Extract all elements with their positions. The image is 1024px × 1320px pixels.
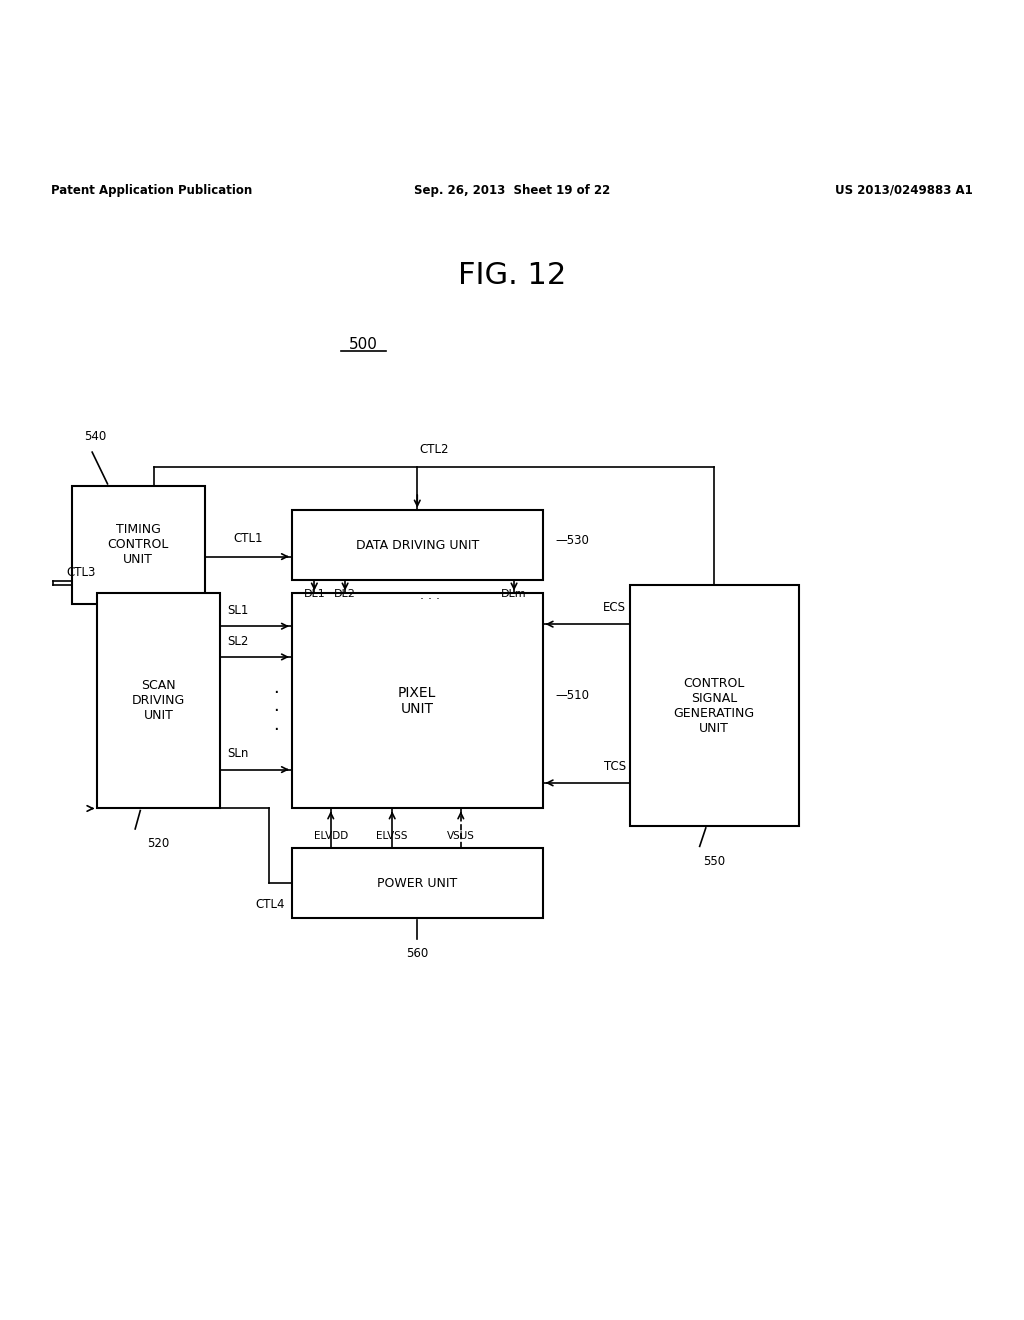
Text: SCAN
DRIVING
UNIT: SCAN DRIVING UNIT xyxy=(132,680,185,722)
Text: .: . xyxy=(273,678,280,697)
Text: ECS: ECS xyxy=(603,601,626,614)
Text: PIXEL
UNIT: PIXEL UNIT xyxy=(398,686,436,715)
Text: DATA DRIVING UNIT: DATA DRIVING UNIT xyxy=(355,539,479,552)
Text: CTL2: CTL2 xyxy=(420,444,449,457)
Text: .: . xyxy=(273,697,280,715)
Text: DLm: DLm xyxy=(501,589,527,599)
Text: POWER UNIT: POWER UNIT xyxy=(377,876,458,890)
Text: US 2013/0249883 A1: US 2013/0249883 A1 xyxy=(835,183,973,197)
Text: TIMING
CONTROL
UNIT: TIMING CONTROL UNIT xyxy=(108,523,169,566)
Text: —510: —510 xyxy=(555,689,589,702)
Text: CTL3: CTL3 xyxy=(67,566,96,579)
Text: TCS: TCS xyxy=(603,759,626,772)
Text: SLn: SLn xyxy=(227,747,249,760)
Text: DL1: DL1 xyxy=(303,589,326,599)
Text: .: . xyxy=(273,715,280,734)
Bar xyxy=(630,585,799,826)
Text: SL2: SL2 xyxy=(227,635,249,648)
Bar xyxy=(292,849,543,917)
Text: CONTROL
SIGNAL
GENERATING
UNIT: CONTROL SIGNAL GENERATING UNIT xyxy=(674,677,755,734)
Text: CTL4: CTL4 xyxy=(256,898,285,911)
Text: FIG. 12: FIG. 12 xyxy=(458,261,566,290)
Text: 550: 550 xyxy=(703,854,725,867)
Text: ELVSS: ELVSS xyxy=(377,832,408,841)
Text: DL2: DL2 xyxy=(334,589,356,599)
Text: ELVDD: ELVDD xyxy=(313,832,348,841)
Bar xyxy=(97,594,220,808)
Text: 540: 540 xyxy=(84,430,106,444)
Text: VSUS: VSUS xyxy=(446,832,475,841)
Text: 520: 520 xyxy=(147,837,170,850)
Text: . . .: . . . xyxy=(420,589,439,602)
Text: CTL1: CTL1 xyxy=(233,532,263,545)
Bar xyxy=(72,486,205,603)
Text: Sep. 26, 2013  Sheet 19 of 22: Sep. 26, 2013 Sheet 19 of 22 xyxy=(414,183,610,197)
Text: —530: —530 xyxy=(555,533,589,546)
Bar xyxy=(292,511,543,579)
Text: 500: 500 xyxy=(349,337,378,352)
Text: SL1: SL1 xyxy=(227,605,249,616)
Text: Patent Application Publication: Patent Application Publication xyxy=(51,183,253,197)
Text: 560: 560 xyxy=(407,946,428,960)
Bar xyxy=(292,594,543,808)
